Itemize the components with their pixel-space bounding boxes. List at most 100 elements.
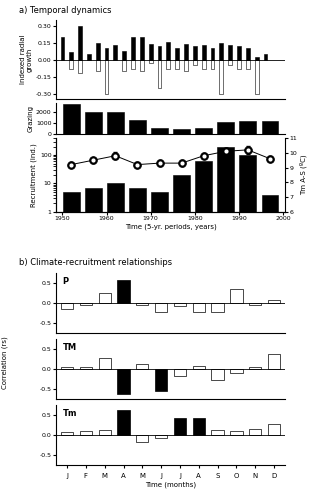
Bar [249,303,261,305]
Bar [122,50,126,59]
Bar [87,54,91,60]
Bar [195,162,212,500]
Bar [69,60,73,69]
Bar [78,26,82,60]
Bar [140,60,144,71]
Bar [212,303,224,312]
Bar [107,184,124,500]
Bar [149,60,153,63]
Bar [131,37,135,60]
Bar [105,48,109,60]
Bar [85,112,102,134]
Bar [228,45,232,60]
Bar [155,435,167,438]
Bar [60,37,64,60]
Bar [80,303,92,305]
Bar [158,60,161,88]
Bar [61,367,73,369]
Bar [117,369,130,394]
Bar [99,430,111,435]
Bar [268,300,280,303]
Text: Tm: Tm [63,410,77,418]
X-axis label: Time (months): Time (months) [145,482,196,488]
Bar [212,369,224,380]
Bar [237,60,241,69]
Y-axis label: Tm A-S (ºC): Tm A-S (ºC) [300,154,308,195]
Bar [230,431,242,435]
Bar [96,42,100,59]
Bar [167,42,170,60]
Bar [80,431,92,435]
Bar [117,280,130,303]
Bar [261,121,278,134]
Bar [136,435,149,442]
Bar [249,429,261,435]
Bar [264,54,267,60]
Bar [99,358,111,369]
Bar [69,52,73,60]
Bar [184,44,188,60]
Bar [202,60,206,69]
Bar [268,354,280,369]
Text: Correlation (rs): Correlation (rs) [2,336,8,389]
Bar [255,60,258,94]
Bar [136,364,149,369]
Bar [99,293,111,303]
Bar [174,418,186,435]
Bar [219,42,223,59]
Bar [211,48,215,60]
Bar [129,188,146,500]
Bar [239,155,256,500]
Bar [174,369,186,376]
Bar [193,366,205,369]
Bar [140,37,144,60]
Bar [167,60,170,69]
Bar [202,45,206,60]
Bar [211,60,215,69]
Bar [255,58,258,59]
Bar [158,46,161,60]
Bar [174,303,186,306]
Bar [78,60,82,74]
Bar [239,121,256,134]
Bar [117,410,130,435]
Bar [184,60,188,71]
Bar [129,120,146,134]
Bar [175,60,179,69]
Bar [113,45,117,60]
Y-axis label: Grazing: Grazing [27,105,33,132]
Bar [268,424,280,435]
Bar [217,146,234,500]
Bar [122,60,126,71]
Bar [155,369,167,391]
Bar [151,192,168,500]
Y-axis label: Recruitment (ind.): Recruitment (ind.) [31,143,37,207]
Bar [173,129,190,134]
Bar [105,60,109,94]
Bar [155,303,167,312]
Y-axis label: Indexed radial
growth: Indexed radial growth [20,35,33,84]
Text: P: P [63,278,69,286]
Text: a) Temporal dynamics: a) Temporal dynamics [19,6,112,15]
Bar [173,175,190,500]
Bar [61,303,73,309]
Bar [219,60,223,94]
Bar [96,60,100,71]
Bar [151,128,168,134]
Bar [249,367,261,369]
Text: b) Climate-recruitment relationships: b) Climate-recruitment relationships [19,258,172,267]
Bar [63,104,80,134]
Bar [107,112,124,134]
Bar [246,48,250,60]
Bar [136,303,149,305]
Bar [175,48,179,60]
Bar [193,303,205,312]
Bar [193,60,197,66]
Bar [228,60,232,66]
Bar [63,192,80,500]
Bar [237,46,241,60]
Bar [261,194,278,500]
Bar [246,60,250,69]
Bar [149,44,153,60]
Bar [195,128,212,134]
